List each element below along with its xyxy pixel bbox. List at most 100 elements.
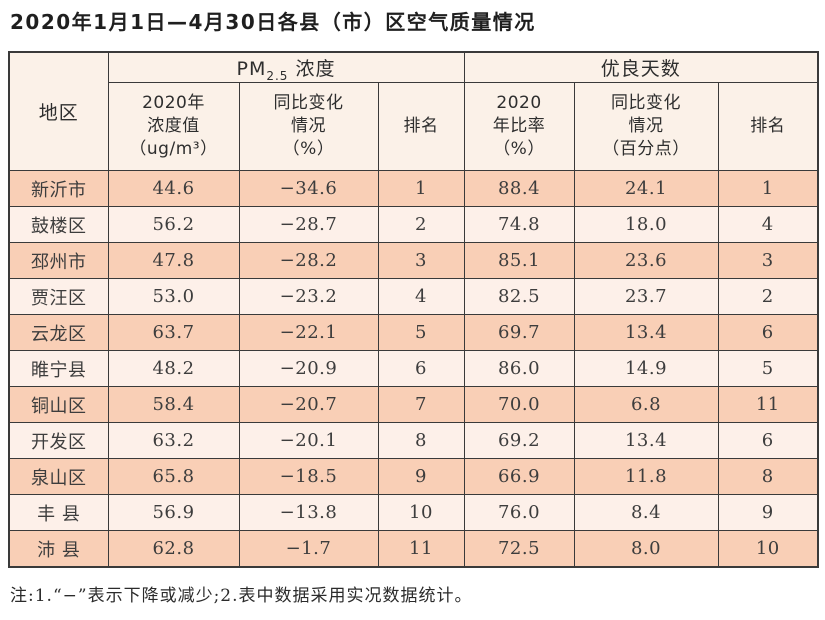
cell-good-ratio: 70.0 <box>463 386 575 423</box>
cell-good-ratio: 85.1 <box>463 242 575 279</box>
cell-good-rank: 1 <box>717 170 819 207</box>
cell-good-ratio: 74.8 <box>463 206 575 243</box>
table-footnote: 注:1.“−”表示下降或减少;2.表中数据采用实况数据统计。 <box>10 586 473 606</box>
table-row: 睢宁县 48.2 −20.9 6 86.0 14.9 5 <box>8 350 819 387</box>
table-row: 贾汪区 53.0 −23.2 4 82.5 23.7 2 <box>8 278 819 315</box>
column-header-pm-value: 2020年 浓度值 （ug/m³） <box>107 82 240 171</box>
cell-good-change: 23.7 <box>573 278 719 315</box>
cell-pm-change: −18.5 <box>238 458 379 495</box>
table-row: 开发区 63.2 −20.1 8 69.2 13.4 6 <box>8 422 819 459</box>
cell-good-rank: 9 <box>717 494 819 531</box>
page-title: 2020年1月1日—4月30日各县（市）区空气质量情况 <box>10 10 536 34</box>
cell-good-change: 23.6 <box>573 242 719 279</box>
cell-region: 邳州市 <box>8 242 109 279</box>
table-row: 铜山区 58.4 −20.7 7 70.0 6.8 11 <box>8 386 819 423</box>
cell-pm-value: 56.2 <box>107 206 240 243</box>
cell-pm-value: 44.6 <box>107 170 240 207</box>
cell-region: 睢宁县 <box>8 350 109 387</box>
cell-good-rank: 6 <box>717 314 819 351</box>
cell-pm-value: 63.7 <box>107 314 240 351</box>
cell-good-change: 8.0 <box>573 530 719 568</box>
column-header-good-rank: 排名 <box>717 82 819 171</box>
cell-pm-rank: 7 <box>377 386 465 423</box>
column-header-good-ratio: 2020 年比率 （%） <box>463 82 575 171</box>
table-row: 泉山区 65.8 −18.5 9 66.9 11.8 8 <box>8 458 819 495</box>
cell-good-rank: 6 <box>717 422 819 459</box>
cell-good-ratio: 88.4 <box>463 170 575 207</box>
cell-good-rank: 11 <box>717 386 819 423</box>
table-row: 鼓楼区 56.2 −28.7 2 74.8 18.0 4 <box>8 206 819 243</box>
cell-good-change: 13.4 <box>573 422 719 459</box>
cell-pm-value: 47.8 <box>107 242 240 279</box>
cell-region: 泉山区 <box>8 458 109 495</box>
cell-good-ratio: 76.0 <box>463 494 575 531</box>
cell-good-ratio: 69.7 <box>463 314 575 351</box>
cell-pm-rank: 11 <box>377 530 465 568</box>
cell-pm-rank: 6 <box>377 350 465 387</box>
column-header-good-change: 同比变化 情况 （百分点） <box>573 82 719 171</box>
cell-pm-rank: 2 <box>377 206 465 243</box>
cell-pm-rank: 4 <box>377 278 465 315</box>
column-header-region: 地区 <box>8 51 109 171</box>
cell-good-rank: 3 <box>717 242 819 279</box>
cell-pm-change: −28.2 <box>238 242 379 279</box>
cell-good-ratio: 69.2 <box>463 422 575 459</box>
cell-good-ratio: 86.0 <box>463 350 575 387</box>
cell-good-ratio: 82.5 <box>463 278 575 315</box>
cell-pm-value: 48.2 <box>107 350 240 387</box>
document-page: 2020年1月1日—4月30日各县（市）区空气质量情况 地区 PM2.5 浓度 … <box>8 10 820 606</box>
column-header-pm-rank: 排名 <box>377 82 465 171</box>
table-row: 丰 县 56.9 −13.8 10 76.0 8.4 9 <box>8 494 819 531</box>
cell-good-rank: 5 <box>717 350 819 387</box>
cell-good-change: 24.1 <box>573 170 719 207</box>
cell-pm-value: 65.8 <box>107 458 240 495</box>
header-sub-row: 2020年 浓度值 （ug/m³） 同比变化 情况 （%） 排名 2020 年比… <box>9 82 819 171</box>
cell-pm-change: −22.1 <box>238 314 379 351</box>
table-row: 邳州市 47.8 −28.2 3 85.1 23.6 3 <box>8 242 819 279</box>
cell-good-change: 14.9 <box>573 350 719 387</box>
cell-pm-rank: 3 <box>377 242 465 279</box>
pm25-label-subscript: 2.5 <box>266 68 289 83</box>
cell-region: 铜山区 <box>8 386 109 423</box>
cell-region: 丰 县 <box>8 494 109 531</box>
cell-good-rank: 2 <box>717 278 819 315</box>
pm25-label-suffix: 浓度 <box>288 58 336 80</box>
cell-pm-value: 62.8 <box>107 530 240 568</box>
column-header-pm-change: 同比变化 情况 （%） <box>238 82 379 171</box>
cell-good-ratio: 66.9 <box>463 458 575 495</box>
cell-pm-change: −20.7 <box>238 386 379 423</box>
cell-good-change: 8.4 <box>573 494 719 531</box>
table-header: 地区 PM2.5 浓度 优良天数 2020年 浓度值 （ug/m³） 同比变化 … <box>8 51 819 171</box>
cell-region: 开发区 <box>8 422 109 459</box>
cell-good-change: 18.0 <box>573 206 719 243</box>
cell-good-ratio: 72.5 <box>463 530 575 568</box>
cell-good-rank: 10 <box>717 530 819 568</box>
cell-pm-value: 56.9 <box>107 494 240 531</box>
cell-pm-rank: 8 <box>377 422 465 459</box>
table-row: 云龙区 63.7 −22.1 5 69.7 13.4 6 <box>8 314 819 351</box>
column-group-good-days: 优良天数 <box>463 51 819 83</box>
cell-region: 贾汪区 <box>8 278 109 315</box>
cell-good-rank: 8 <box>717 458 819 495</box>
header-group-row: 地区 PM2.5 浓度 优良天数 <box>8 51 819 171</box>
cell-pm-value: 63.2 <box>107 422 240 459</box>
cell-pm-change: −13.8 <box>238 494 379 531</box>
cell-pm-change: −20.1 <box>238 422 379 459</box>
table-row: 新沂市 44.6 −34.6 1 88.4 24.1 1 <box>8 170 819 207</box>
cell-pm-value: 53.0 <box>107 278 240 315</box>
cell-region: 沛 县 <box>8 530 109 568</box>
table-row: 沛 县 62.8 −1.7 11 72.5 8.0 10 <box>8 530 819 568</box>
cell-pm-rank: 5 <box>377 314 465 351</box>
cell-pm-value: 58.4 <box>107 386 240 423</box>
cell-pm-change: −34.6 <box>238 170 379 207</box>
cell-pm-change: −28.7 <box>238 206 379 243</box>
cell-pm-rank: 9 <box>377 458 465 495</box>
cell-region: 新沂市 <box>8 170 109 207</box>
cell-good-change: 6.8 <box>573 386 719 423</box>
air-quality-table: 地区 PM2.5 浓度 优良天数 2020年 浓度值 （ug/m³） 同比变化 … <box>8 51 820 568</box>
cell-good-change: 13.4 <box>573 314 719 351</box>
table-body: 新沂市 44.6 −34.6 1 88.4 24.1 1 鼓楼区 56.2 −2… <box>8 170 819 568</box>
cell-pm-change: −23.2 <box>238 278 379 315</box>
cell-pm-rank: 10 <box>377 494 465 531</box>
cell-good-rank: 4 <box>717 206 819 243</box>
